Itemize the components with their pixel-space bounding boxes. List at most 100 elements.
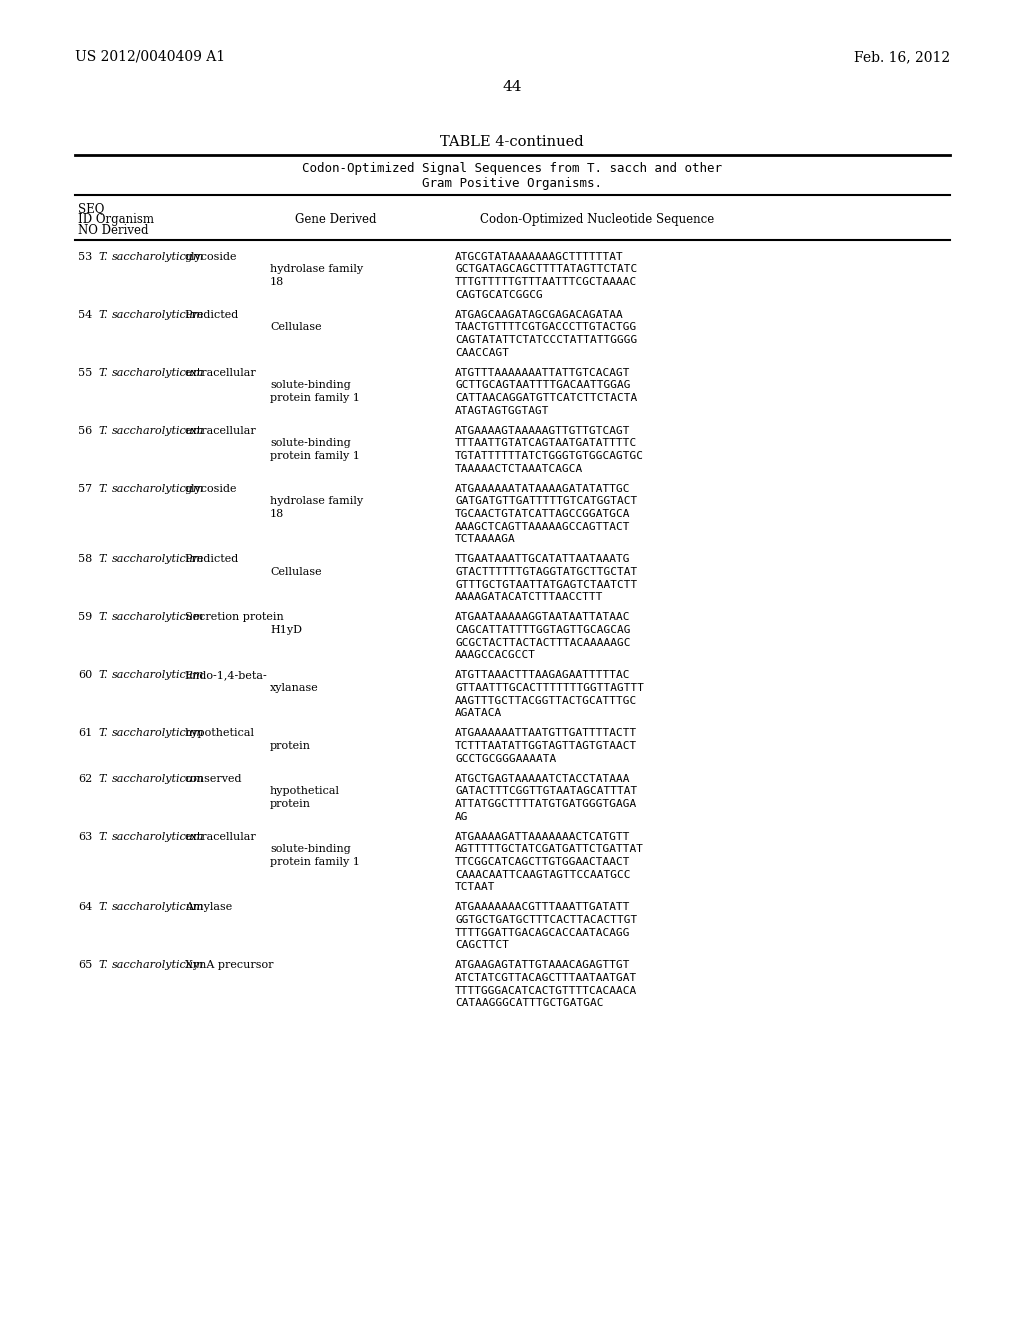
Text: hydrolase family: hydrolase family xyxy=(270,264,364,275)
Text: T.: T. xyxy=(98,554,108,565)
Text: GATACTTTCGGTTGTAATAGCATTTAT: GATACTTTCGGTTGTAATAGCATTTAT xyxy=(455,787,637,796)
Text: GTTTGCTGTAATTATGAGTCTAATCTT: GTTTGCTGTAATTATGAGTCTAATCTT xyxy=(455,579,637,590)
Text: AG: AG xyxy=(455,812,469,821)
Text: CAGTATATTCTATCCCTATTATTGGGG: CAGTATATTCTATCCCTATTATTGGGG xyxy=(455,335,637,345)
Text: 60: 60 xyxy=(78,671,92,681)
Text: xylanase: xylanase xyxy=(270,682,318,693)
Text: saccharolyticum: saccharolyticum xyxy=(112,310,205,319)
Text: AAAGCTCAGTTAAAAAGCCAGTTACT: AAAGCTCAGTTAAAAAGCCAGTTACT xyxy=(455,521,631,532)
Text: TCTAAAAGA: TCTAAAAGA xyxy=(455,535,516,544)
Text: Gram Positive Organisms.: Gram Positive Organisms. xyxy=(422,177,602,190)
Text: Codon-Optimized Signal Sequences from T. sacch and other: Codon-Optimized Signal Sequences from T.… xyxy=(302,162,722,176)
Text: GCTTGCAGTAATTTTGACAATTGGAG: GCTTGCAGTAATTTTGACAATTGGAG xyxy=(455,380,631,391)
Text: GCCTGCGGGAAAATA: GCCTGCGGGAAAATA xyxy=(455,754,556,763)
Text: TAAAAACTCTAAATCAGCA: TAAAAACTCTAAATCAGCA xyxy=(455,463,584,474)
Text: saccharolyticum: saccharolyticum xyxy=(112,961,205,970)
Text: GCTGATAGCAGCTTTTATAGTTCTATC: GCTGATAGCAGCTTTTATAGTTCTATC xyxy=(455,264,637,275)
Text: protein: protein xyxy=(270,741,311,751)
Text: GATGATGTTGATTTTTGTCATGGTACT: GATGATGTTGATTTTTGTCATGGTACT xyxy=(455,496,637,507)
Text: 55: 55 xyxy=(78,368,92,378)
Text: ATGAATAAAAAGGTAATAATTATAAC: ATGAATAAAAAGGTAATAATTATAAC xyxy=(455,612,631,623)
Text: ATGTTTAAAAAAATTATTGTCACAGT: ATGTTTAAAAAAATTATTGTCACAGT xyxy=(455,368,631,378)
Text: US 2012/0040409 A1: US 2012/0040409 A1 xyxy=(75,50,225,63)
Text: ATGAAAAAATATAAAAGATATATTGC: ATGAAAAAATATAAAAGATATATTGC xyxy=(455,484,631,494)
Text: 18: 18 xyxy=(270,510,285,519)
Text: hypothetical: hypothetical xyxy=(270,787,340,796)
Text: T.: T. xyxy=(98,484,108,494)
Text: AAAGCCACGCCT: AAAGCCACGCCT xyxy=(455,649,536,660)
Text: Amylase: Amylase xyxy=(184,903,232,912)
Text: T.: T. xyxy=(98,310,108,319)
Text: saccharolyticum: saccharolyticum xyxy=(112,612,205,623)
Text: ATGAAGAGTATTGTAAACAGAGTTGT: ATGAAGAGTATTGTAAACAGAGTTGT xyxy=(455,961,631,970)
Text: 44: 44 xyxy=(502,81,522,94)
Text: protein family 1: protein family 1 xyxy=(270,393,359,403)
Text: extracellular: extracellular xyxy=(184,832,256,842)
Text: T.: T. xyxy=(98,729,108,738)
Text: ATGAAAAAAACGTTTAAATTGATATT: ATGAAAAAAACGTTTAAATTGATATT xyxy=(455,903,631,912)
Text: CATAAGGGCATTTGCTGATGAC: CATAAGGGCATTTGCTGATGAC xyxy=(455,998,603,1008)
Text: 18: 18 xyxy=(270,277,285,286)
Text: GTACTTTTTTGTAGGTATGCTTGCTAT: GTACTTTTTTGTAGGTATGCTTGCTAT xyxy=(455,568,637,577)
Text: protein family 1: protein family 1 xyxy=(270,451,359,461)
Text: ATGAGCAAGATAGCGAGACAGATAA: ATGAGCAAGATAGCGAGACAGATAA xyxy=(455,310,624,319)
Text: CAAACAATTCAAGTAGTTCCAATGCC: CAAACAATTCAAGTAGTTCCAATGCC xyxy=(455,870,631,879)
Text: Predicted: Predicted xyxy=(184,310,239,319)
Text: ATGTTAAACTTTAAGAGAATTTTTAC: ATGTTAAACTTTAAGAGAATTTTTAC xyxy=(455,671,631,681)
Text: T.: T. xyxy=(98,252,108,261)
Text: 58: 58 xyxy=(78,554,92,565)
Text: AGATACA: AGATACA xyxy=(455,708,502,718)
Text: CAGTGCATCGGCG: CAGTGCATCGGCG xyxy=(455,289,543,300)
Text: XynA precursor: XynA precursor xyxy=(184,961,273,970)
Text: 57: 57 xyxy=(78,484,92,494)
Text: Cellulase: Cellulase xyxy=(270,322,322,333)
Text: hydrolase family: hydrolase family xyxy=(270,496,364,507)
Text: 53: 53 xyxy=(78,252,92,261)
Text: ATTATGGCTTTTATGTGATGGGTGAGA: ATTATGGCTTTTATGTGATGGGTGAGA xyxy=(455,799,637,809)
Text: TTCGGCATCAGCTTGTGGAACTAACT: TTCGGCATCAGCTTGTGGAACTAACT xyxy=(455,857,631,867)
Text: TABLE 4-continued: TABLE 4-continued xyxy=(440,135,584,149)
Text: Endo-1,4-beta-: Endo-1,4-beta- xyxy=(184,671,267,681)
Text: TTTTGGGACATCACTGTTTTCACAACA: TTTTGGGACATCACTGTTTTCACAACA xyxy=(455,986,637,995)
Text: saccharolyticum: saccharolyticum xyxy=(112,903,205,912)
Text: Predicted: Predicted xyxy=(184,554,239,565)
Text: ATGCGTATAAAAAAAGCTTTTTTAT: ATGCGTATAAAAAAAGCTTTTTTAT xyxy=(455,252,624,261)
Text: 61: 61 xyxy=(78,729,92,738)
Text: H1yD: H1yD xyxy=(270,624,302,635)
Text: T.: T. xyxy=(98,612,108,623)
Text: ATGCTGAGTAAAAATCTACCTATAAA: ATGCTGAGTAAAAATCTACCTATAAA xyxy=(455,774,631,784)
Text: T.: T. xyxy=(98,903,108,912)
Text: conserved: conserved xyxy=(184,774,243,784)
Text: solute-binding: solute-binding xyxy=(270,380,351,391)
Text: solute-binding: solute-binding xyxy=(270,438,351,449)
Text: saccharolyticum: saccharolyticum xyxy=(112,426,205,436)
Text: extracellular: extracellular xyxy=(184,368,256,378)
Text: AAAAGATACATCTTTAACCTTT: AAAAGATACATCTTTAACCTTT xyxy=(455,591,603,602)
Text: 65: 65 xyxy=(78,961,92,970)
Text: 56: 56 xyxy=(78,426,92,436)
Text: extracellular: extracellular xyxy=(184,426,256,436)
Text: glycoside: glycoside xyxy=(184,484,238,494)
Text: TCTTTAATATTGGTAGTTAGTGTAACT: TCTTTAATATTGGTAGTTAGTGTAACT xyxy=(455,741,637,751)
Text: CATTAACAGGATGTTCATCTTCTACTA: CATTAACAGGATGTTCATCTTCTACTA xyxy=(455,393,637,403)
Text: saccharolyticum: saccharolyticum xyxy=(112,671,205,681)
Text: T.: T. xyxy=(98,671,108,681)
Text: ATGAAAAGTAAAAAGTTGTTGTCAGT: ATGAAAAGTAAAAAGTTGTTGTCAGT xyxy=(455,426,631,436)
Text: saccharolyticum: saccharolyticum xyxy=(112,368,205,378)
Text: TTTTGGATTGACAGCACCAATACAGG: TTTTGGATTGACAGCACCAATACAGG xyxy=(455,928,631,937)
Text: ATGAAAAGATTAAAAAAACTCATGTT: ATGAAAAGATTAAAAAAACTCATGTT xyxy=(455,832,631,842)
Text: glycoside: glycoside xyxy=(184,252,238,261)
Text: TGCAACTGTATCATTAGCCGGATGCA: TGCAACTGTATCATTAGCCGGATGCA xyxy=(455,510,631,519)
Text: AAGTTTGCTTACGGTTACTGCATTTGC: AAGTTTGCTTACGGTTACTGCATTTGC xyxy=(455,696,637,705)
Text: protein family 1: protein family 1 xyxy=(270,857,359,867)
Text: TCTAAT: TCTAAT xyxy=(455,882,496,892)
Text: ATAGTAGTGGTAGT: ATAGTAGTGGTAGT xyxy=(455,405,550,416)
Text: saccharolyticum: saccharolyticum xyxy=(112,832,205,842)
Text: hypothetical: hypothetical xyxy=(184,729,255,738)
Text: saccharolyticum: saccharolyticum xyxy=(112,729,205,738)
Text: CAACCAGT: CAACCAGT xyxy=(455,347,509,358)
Text: Codon-Optimized Nucleotide Sequence: Codon-Optimized Nucleotide Sequence xyxy=(480,213,715,226)
Text: GCGCTACTTACTACTTTACAAAAAGC: GCGCTACTTACTACTTTACAAAAAGC xyxy=(455,638,631,648)
Text: 62: 62 xyxy=(78,774,92,784)
Text: ATCTATCGTTACAGCTTTAATAATGAT: ATCTATCGTTACAGCTTTAATAATGAT xyxy=(455,973,637,983)
